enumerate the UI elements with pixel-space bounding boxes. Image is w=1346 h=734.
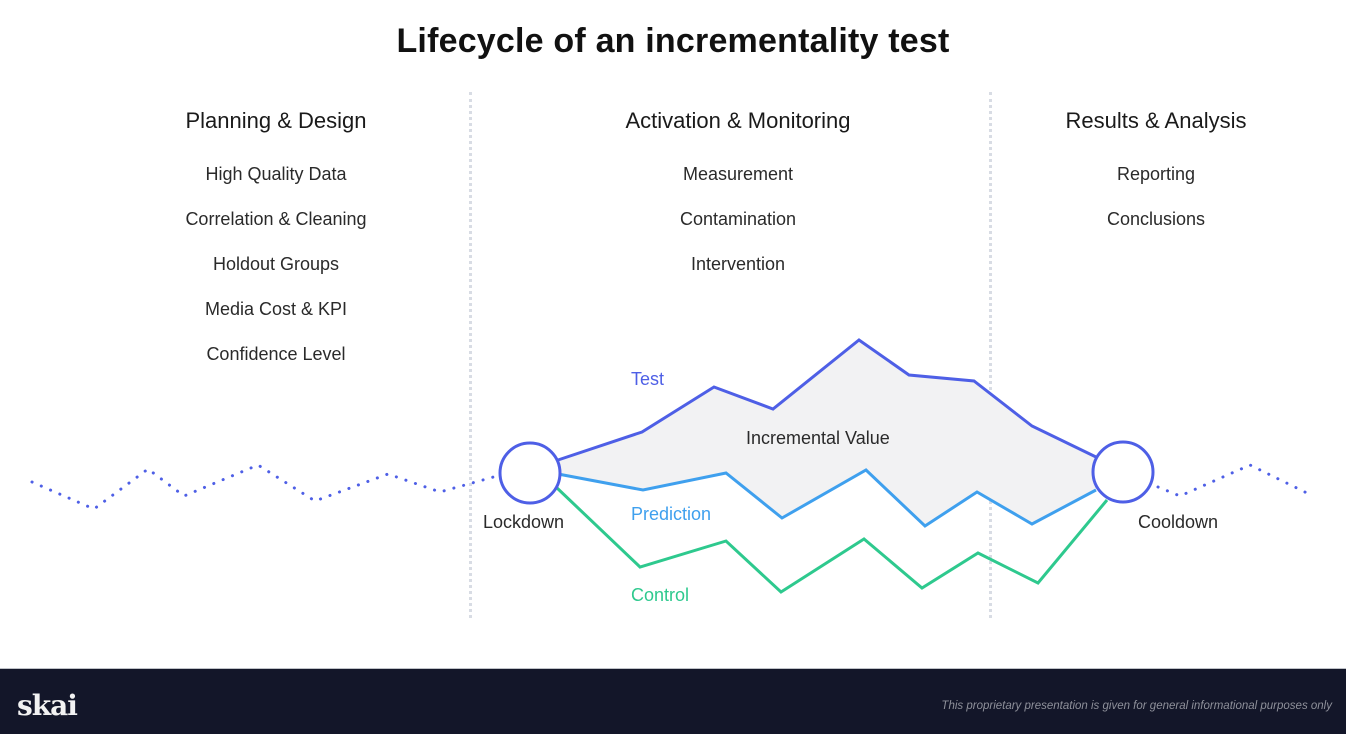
list-item: Reporting — [1116, 164, 1196, 184]
list-item: High Quality Data — [205, 164, 347, 184]
incremental-value-label: Incremental Value — [746, 428, 890, 448]
list-item: Intervention — [690, 254, 786, 274]
list-item: Contamination — [679, 209, 797, 229]
column-heading: Planning & Design — [185, 108, 367, 133]
prediction-label: Prediction — [631, 504, 712, 524]
cooldown-label: Cooldown — [1138, 512, 1219, 532]
post-period-dotted-line — [1156, 463, 1315, 498]
cooldown-node — [1091, 440, 1155, 504]
pre-period-dotted-line — [30, 463, 499, 511]
list-item: Confidence Level — [206, 344, 346, 364]
lockdown-label: Lockdown — [483, 512, 565, 532]
lockdown-node — [498, 441, 562, 505]
column-heading: Results & Analysis — [1065, 108, 1247, 133]
phase-divider — [469, 92, 472, 618]
page-title: Lifecycle of an incrementality test — [396, 22, 950, 60]
control-label: Control — [631, 585, 690, 605]
column-planning-design: Planning & Design High Quality Data Corr… — [136, 106, 416, 389]
list-item: Conclusions — [1106, 209, 1206, 229]
list-item: Media Cost & KPI — [204, 299, 348, 319]
control-line — [554, 485, 1109, 594]
column-heading: Activation & Monitoring — [625, 108, 851, 133]
list-item: Holdout Groups — [212, 254, 340, 274]
list-item: Correlation & Cleaning — [185, 209, 367, 229]
skai-logo: skai — [17, 689, 78, 722]
lifecycle-diagram — [30, 338, 1315, 594]
phase-divider — [989, 92, 992, 618]
disclaimer-text: This proprietary presentation is given f… — [941, 700, 1332, 712]
test-line — [557, 338, 1097, 462]
column-activation-monitoring: Activation & Monitoring Measurement Cont… — [588, 106, 888, 299]
list-item: Measurement — [682, 164, 794, 184]
footer-bar: skai This proprietary presentation is gi… — [0, 668, 1346, 734]
column-results-analysis: Results & Analysis Reporting Conclusions — [1016, 106, 1296, 254]
test-label: Test — [631, 369, 665, 389]
prediction-line — [557, 468, 1097, 528]
